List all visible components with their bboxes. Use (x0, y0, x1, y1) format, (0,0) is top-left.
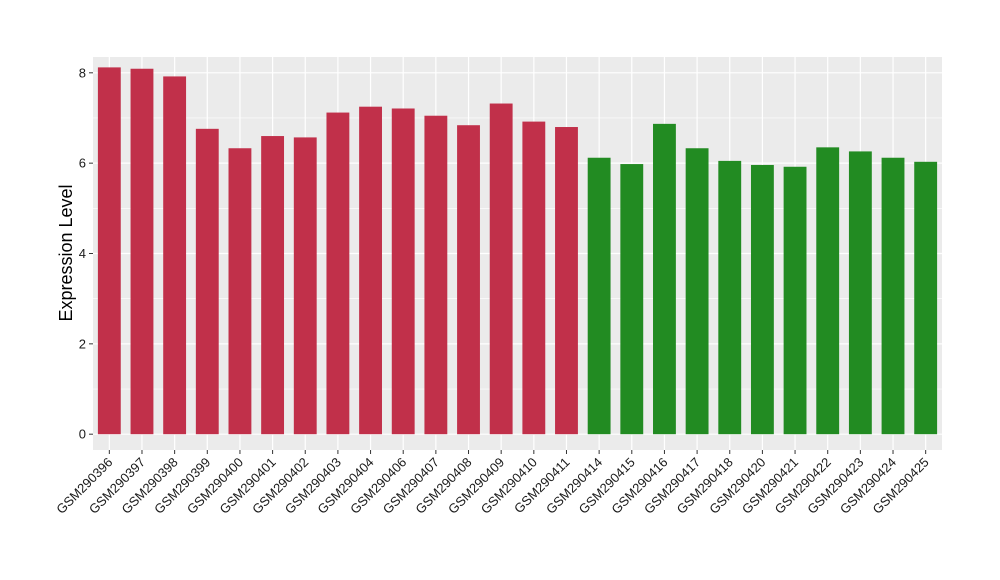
y-tick-label: 4 (79, 246, 86, 261)
y-tick-label: 0 (79, 427, 86, 442)
y-axis-title: Expression Level (56, 184, 76, 321)
bar-GSM290425 (914, 161, 938, 435)
y-tick-label: 8 (79, 65, 86, 80)
bar-GSM290414 (587, 157, 611, 435)
bar-GSM290409 (489, 103, 513, 435)
bar-GSM290396 (97, 67, 121, 435)
bar-GSM290406 (391, 108, 415, 435)
bar-GSM290402 (293, 137, 317, 435)
bar-GSM290408 (457, 125, 480, 435)
bar-GSM290399 (195, 128, 219, 435)
bar-GSM290417 (685, 148, 709, 435)
bar-GSM290418 (718, 160, 742, 435)
bar-GSM290420 (750, 164, 774, 435)
bar-GSM290423 (848, 151, 872, 435)
bar-GSM290410 (522, 121, 546, 435)
bar-GSM290411 (555, 127, 578, 435)
bar-GSM290422 (816, 147, 840, 435)
bar-GSM290415 (620, 164, 644, 435)
bar-GSM290421 (783, 166, 807, 435)
bar-GSM290401 (261, 136, 285, 435)
bar-GSM290403 (326, 112, 350, 435)
bar-GSM290397 (130, 68, 154, 435)
bar-GSM290424 (881, 157, 905, 435)
bar-GSM290400 (228, 148, 252, 435)
bar-layer (97, 67, 938, 435)
bar-GSM290404 (359, 106, 382, 435)
bar-GSM290407 (424, 115, 448, 435)
y-tick-label: 6 (79, 156, 86, 171)
bar-GSM290398 (163, 76, 187, 435)
y-tick-label: 2 (79, 336, 86, 351)
bar-GSM290416 (653, 123, 676, 435)
